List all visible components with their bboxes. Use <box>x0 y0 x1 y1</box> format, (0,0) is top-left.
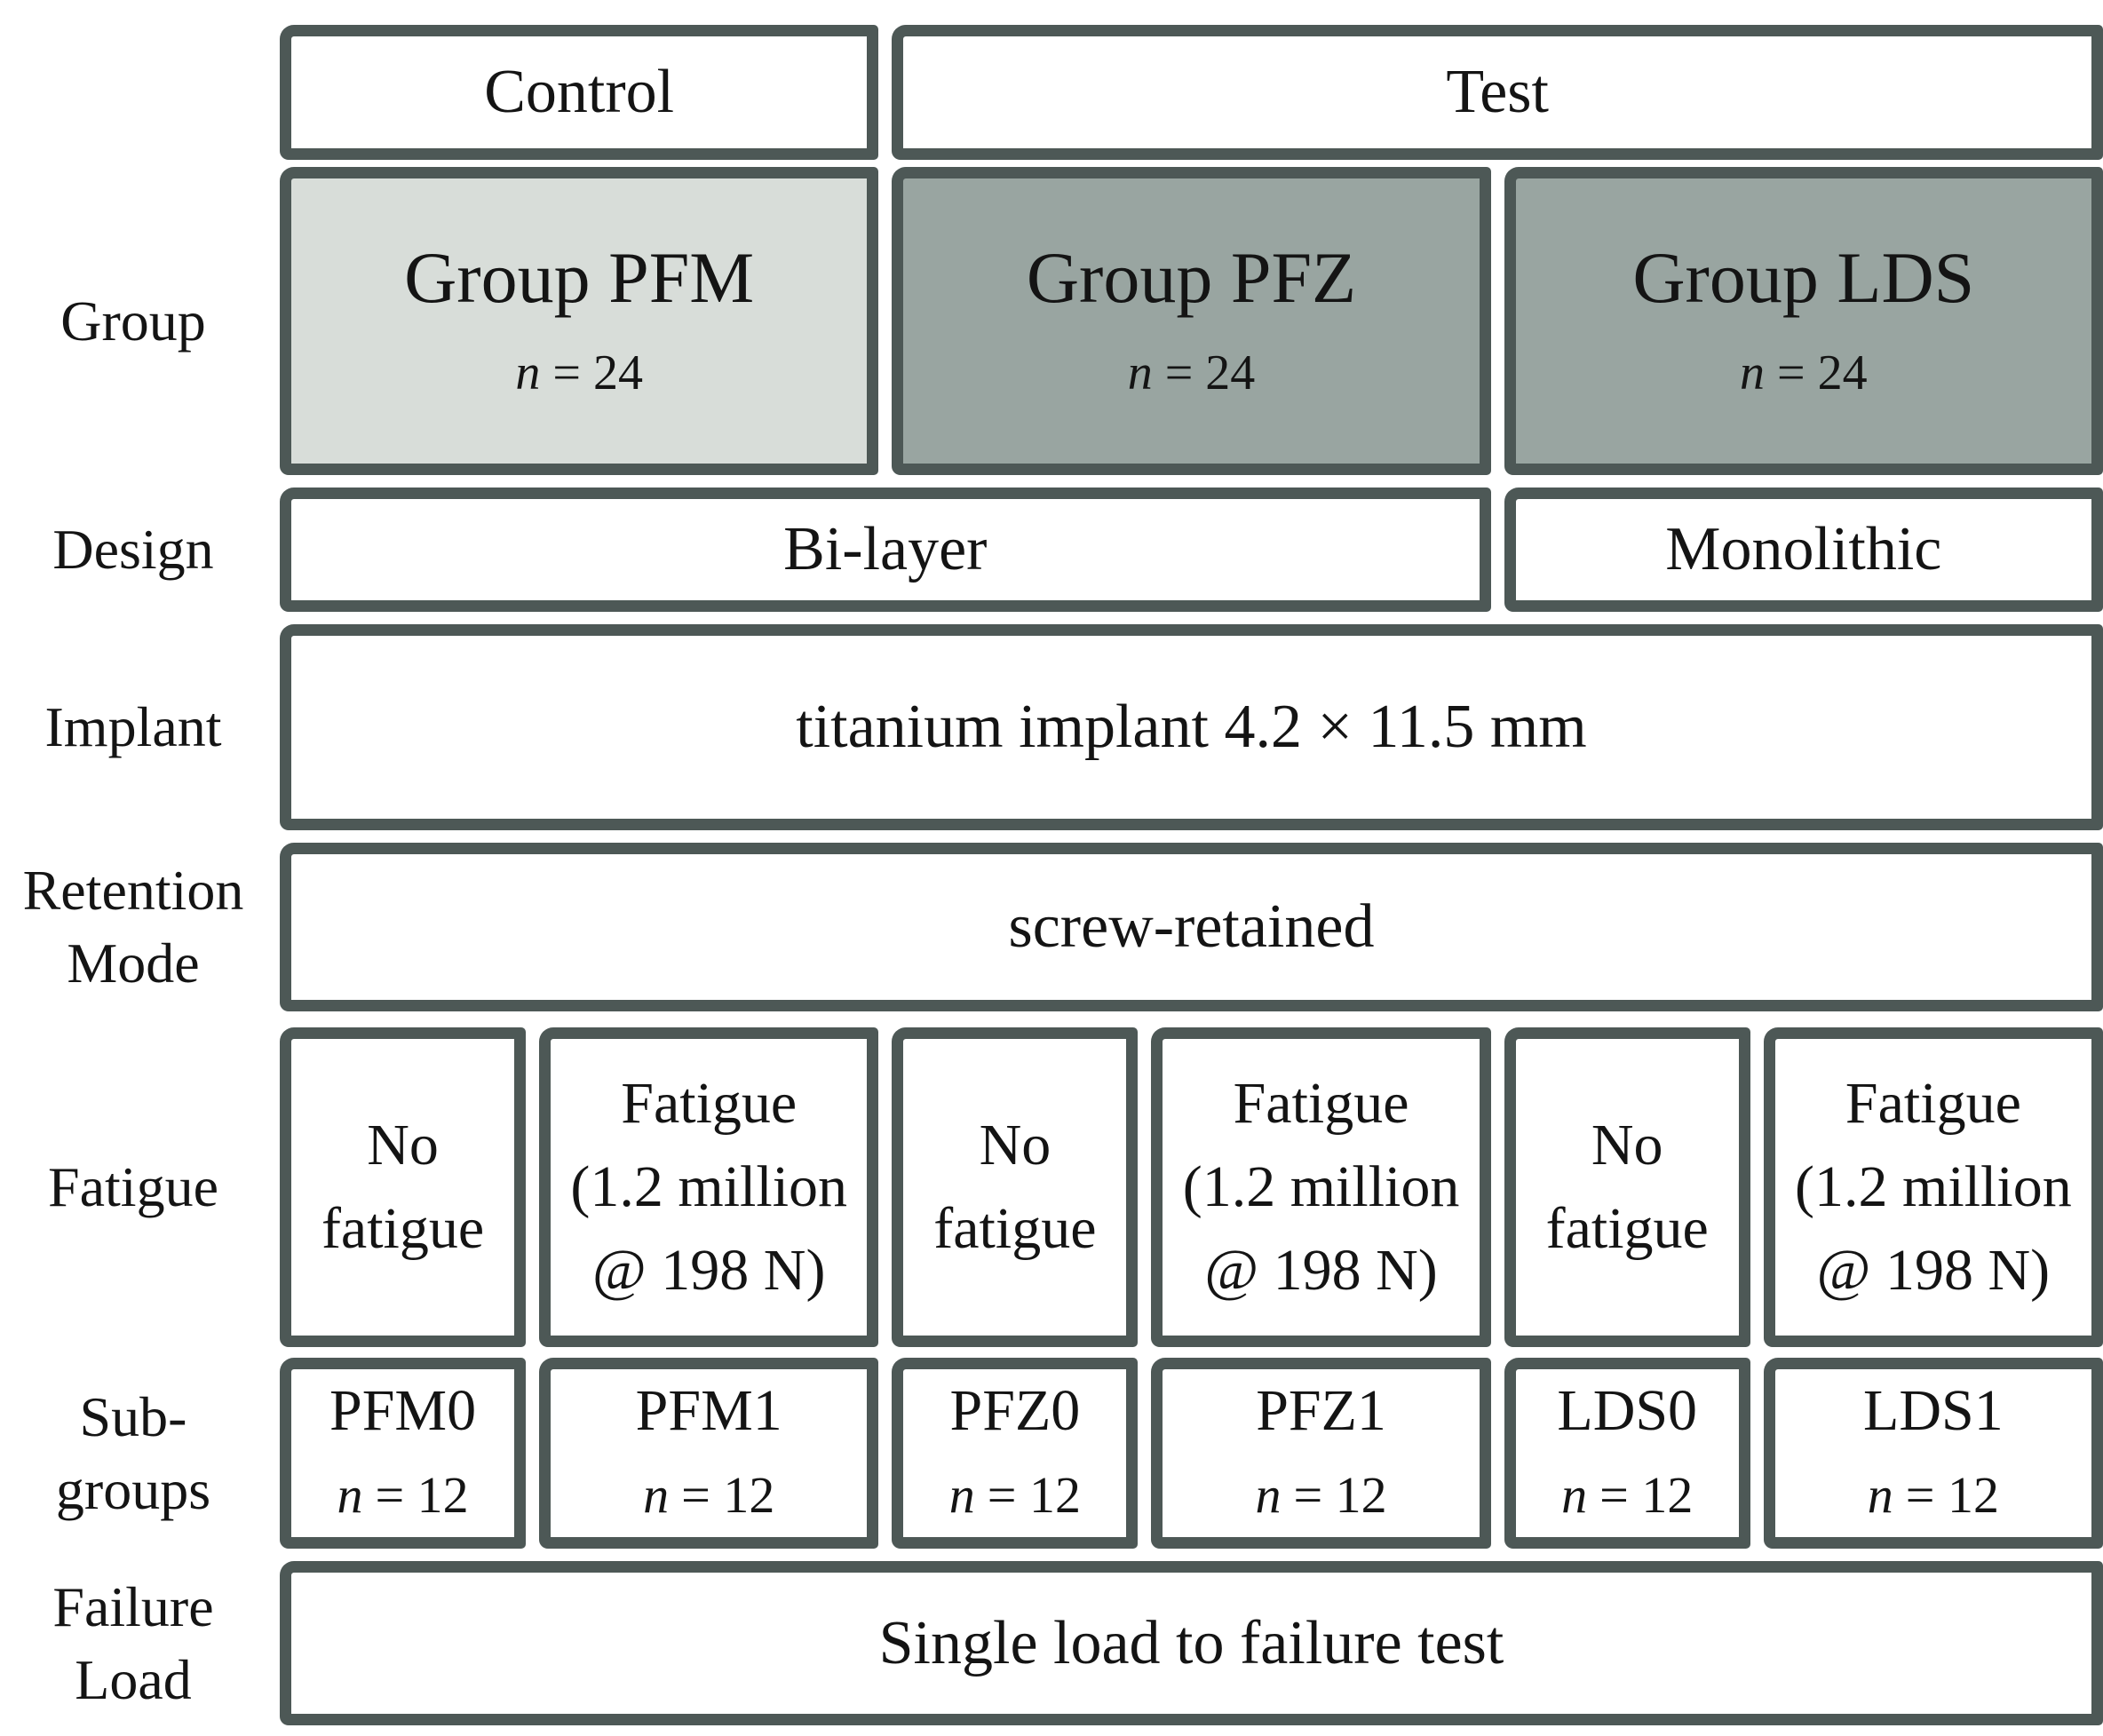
fatigue-box-pfm-fatigue: Fatigue (1.2 million @ 198 N) <box>539 1027 879 1347</box>
subgroups-row: Sub- groups PFM0 n = 12 PFM1 n = 12 PFZ0 n… <box>0 1358 2103 1549</box>
subgroup-box-lds1: LDS1 n = 12 <box>1763 1358 2103 1549</box>
monolithic-box: Monolithic <box>1504 488 2103 612</box>
row-label-group: Group <box>60 289 206 353</box>
design-row: Design Bi-layer Monolithic <box>0 488 2103 612</box>
group-lds-box: Group LDS n = 24 <box>1504 167 2103 475</box>
row-label-retention-mode: Retention Mode <box>22 859 244 995</box>
fatigue-box-pfz-fatigue: Fatigue (1.2 million @ 198 N) <box>1151 1027 1491 1347</box>
subgroup-box-lds0: LDS0 n = 12 <box>1504 1358 1750 1549</box>
fatigue-box-lds-fatigue: Fatigue (1.2 million @ 198 N) <box>1763 1027 2103 1347</box>
subgroup-box-pfm1: PFM1 n = 12 <box>539 1358 879 1549</box>
bilayer-box: Bi-layer <box>280 488 1491 612</box>
group-pfz-n: n = 24 <box>1127 345 1256 400</box>
subgroup-box-pfz1: PFZ1 n = 12 <box>1151 1358 1491 1549</box>
test-label: Test <box>1446 58 1549 126</box>
control-box: Control <box>280 25 879 160</box>
failure-load-row: Failure Load Single load to failure test <box>0 1561 2103 1725</box>
row-label-design: Design <box>52 518 214 582</box>
condition-row: Control Test <box>0 25 2103 160</box>
retention-row: Retention Mode screw-retained <box>0 843 2103 1011</box>
group-pfz-box: Group PFZ n = 24 <box>892 167 1491 475</box>
failure-load-box: Single load to failure test <box>280 1561 2103 1725</box>
group-row: Group Group PFM n = 24 Group PFZ n = 24 Gr… <box>0 167 2103 475</box>
retention-box: screw-retained <box>280 843 2103 1011</box>
implant-box: titanium implant 4.2 × 11.5 mm <box>280 624 2103 830</box>
control-label: Control <box>484 58 675 126</box>
row-label-fatigue: Fatigue <box>48 1155 218 1219</box>
group-lds-n: n = 24 <box>1740 345 1868 400</box>
row-label-failure-load: Failure Load <box>52 1574 214 1711</box>
group-lds-title: Group LDS <box>1632 236 1975 318</box>
subgroup-box-pfm0: PFM0 n = 12 <box>280 1358 527 1549</box>
fatigue-row: Fatigue No fatigue Fatigue (1.2 million … <box>0 1027 2103 1347</box>
implant-value: titanium implant 4.2 × 11.5 mm <box>796 693 1587 761</box>
implant-row: Implant titanium implant 4.2 × 11.5 mm <box>0 624 2103 830</box>
group-pfm-title: Group PFM <box>404 236 755 318</box>
fatigue-box-pfz-none: No fatigue <box>892 1027 1139 1347</box>
retention-value: screw-retained <box>1008 892 1375 961</box>
fatigue-box-lds-none: No fatigue <box>1504 1027 1750 1347</box>
monolithic-label: Monolithic <box>1665 515 1942 583</box>
bilayer-label: Bi-layer <box>783 515 988 583</box>
fatigue-box-pfm-none: No fatigue <box>280 1027 527 1347</box>
row-label-implant: Implant <box>44 695 222 759</box>
row-label-subgroups: Sub- groups <box>55 1384 211 1521</box>
subgroup-box-pfz0: PFZ0 n = 12 <box>892 1358 1139 1549</box>
group-pfm-n: n = 24 <box>515 345 643 400</box>
failure-load-value: Single load to failure test <box>878 1608 1504 1677</box>
row-label-spacer <box>0 25 266 160</box>
group-pfm-box: Group PFM n = 24 <box>280 167 879 475</box>
group-pfz-title: Group PFZ <box>1026 236 1357 318</box>
test-box: Test <box>892 25 2103 160</box>
